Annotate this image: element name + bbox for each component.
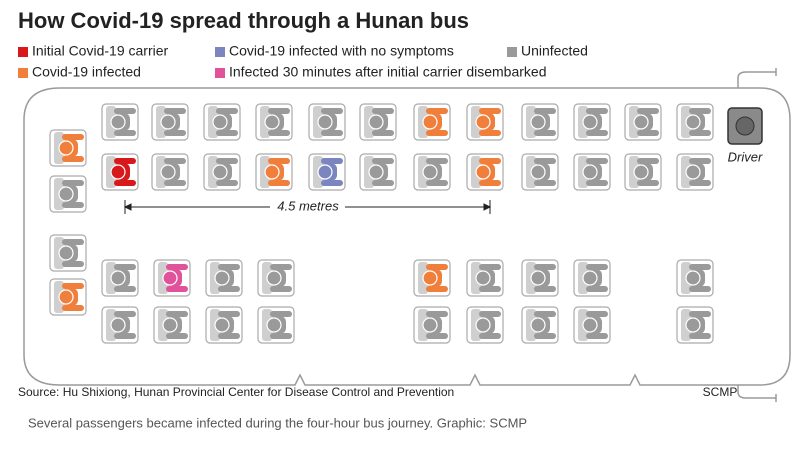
caption: Several passengers became infected durin… bbox=[28, 415, 527, 430]
legend: Initial Covid-19 carrier Covid-19 infecte… bbox=[18, 43, 588, 80]
seat bbox=[101, 306, 139, 344]
mirror bbox=[737, 385, 777, 402]
mirror bbox=[737, 68, 777, 88]
seat bbox=[257, 259, 295, 297]
seat bbox=[624, 153, 662, 191]
legend-label: Initial Covid-19 carrier bbox=[32, 43, 168, 59]
seats bbox=[49, 103, 714, 344]
seat bbox=[153, 259, 191, 297]
seat bbox=[573, 259, 611, 297]
seat bbox=[521, 259, 559, 297]
seat bbox=[521, 153, 559, 191]
seat bbox=[101, 259, 139, 297]
seat bbox=[49, 234, 87, 272]
seat bbox=[573, 103, 611, 141]
seat bbox=[153, 306, 191, 344]
seat bbox=[101, 103, 139, 141]
seat bbox=[521, 103, 559, 141]
seat bbox=[49, 278, 87, 316]
seat bbox=[573, 306, 611, 344]
seat bbox=[49, 129, 87, 167]
seat bbox=[676, 153, 714, 191]
seat bbox=[255, 103, 293, 141]
seat bbox=[573, 153, 611, 191]
seat bbox=[151, 103, 189, 141]
seat bbox=[359, 153, 397, 191]
seat bbox=[205, 259, 243, 297]
seat bbox=[676, 103, 714, 141]
seat bbox=[255, 153, 293, 191]
seat bbox=[359, 103, 397, 141]
seat bbox=[151, 153, 189, 191]
driver-seat bbox=[727, 107, 763, 145]
seat bbox=[257, 306, 295, 344]
seat bbox=[624, 103, 662, 141]
source: Source: Hu Shixiong, Hunan Provincial Ce… bbox=[18, 385, 454, 399]
seat bbox=[466, 306, 504, 344]
seat bbox=[521, 306, 559, 344]
legend-swatch bbox=[18, 47, 28, 57]
seat bbox=[413, 103, 451, 141]
bus-outline bbox=[23, 87, 791, 386]
seat bbox=[203, 153, 241, 191]
legend-swatch bbox=[18, 68, 28, 78]
credit: SCMP bbox=[703, 385, 738, 399]
seat bbox=[413, 153, 451, 191]
seat bbox=[466, 103, 504, 141]
seat bbox=[413, 306, 451, 344]
seat bbox=[205, 306, 243, 344]
seat bbox=[101, 153, 139, 191]
legend-swatch bbox=[215, 47, 225, 57]
driver-label: Driver bbox=[728, 149, 763, 164]
legend-swatch bbox=[507, 47, 517, 57]
seat bbox=[676, 306, 714, 344]
legend-swatch bbox=[215, 68, 225, 78]
legend-label: Infected 30 minutes after initial carrie… bbox=[229, 64, 546, 80]
seat bbox=[466, 259, 504, 297]
distance-arrow bbox=[123, 200, 492, 214]
seat bbox=[203, 103, 241, 141]
seat bbox=[413, 259, 451, 297]
seat bbox=[308, 103, 346, 141]
title: How Covid-19 spread through a Hunan bus bbox=[18, 8, 469, 33]
distance-label: 4.5 metres bbox=[277, 198, 339, 213]
seat bbox=[49, 175, 87, 213]
seat bbox=[466, 153, 504, 191]
legend-label: Uninfected bbox=[521, 43, 588, 59]
legend-label: Covid-19 infected with no symptoms bbox=[229, 43, 454, 59]
seat bbox=[676, 259, 714, 297]
legend-label: Covid-19 infected bbox=[32, 64, 141, 80]
seat bbox=[308, 153, 346, 191]
